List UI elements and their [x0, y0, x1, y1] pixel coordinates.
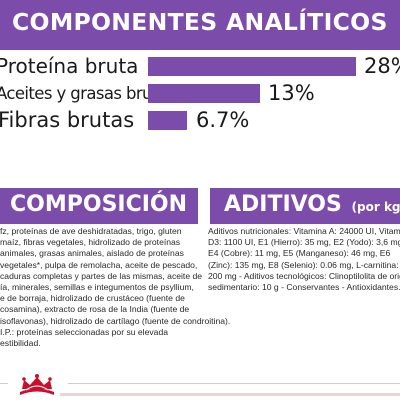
additives-title-wrap: ADITIVOS (por kg) — [224, 192, 400, 217]
fiber-value: 6.7% — [196, 108, 250, 132]
composition-line: I.P.: proteínas seleccionadas por su ele… — [0, 326, 169, 337]
footer-divider — [60, 393, 400, 396]
additives-line: D3: 1100 UI, E1 (Hierro): 35 mg, E2 (Yod… — [208, 237, 400, 248]
additives-text: Aditivos nutricionales: Vitamina A: 2400… — [208, 226, 400, 293]
composition-line: vegetales*, pulpa de remolacha, aceite d… — [0, 259, 198, 270]
royal-canin-crown-logo-icon — [20, 374, 54, 395]
fat-bar — [148, 84, 260, 103]
analysis-title: COMPONENTES ANALÍTICOS — [12, 8, 388, 36]
additives-line: 200 mg - Aditivos tecnológicos: Clinopti… — [208, 270, 400, 281]
protein-value: 28% — [364, 54, 400, 78]
composition-text: fz, proteínas de ave deshidratadas, trig… — [0, 226, 231, 349]
additives-unit: (por kg) — [351, 200, 400, 214]
fat-row: Aceites y grasas brutos 13% — [0, 81, 400, 107]
composition-line: ía, minerales, semillas e integumentos d… — [0, 282, 194, 293]
fiber-row: Fibras brutas 6.7% — [0, 108, 400, 134]
composition-line: e de borraja, hidrolizado de crustáceo (… — [0, 293, 185, 304]
additives-line: E4 (Cobre): 11 mg, E5 (Manganeso): 46 mg… — [208, 248, 391, 259]
additives-line: (Zinc): 135 mg, E8 (Selenio): 0.06 mg, L… — [208, 259, 399, 270]
fat-label: Aceites y grasas brutos — [0, 84, 176, 103]
footer-divider — [68, 383, 400, 384]
additives-banner: ADITIVOS (por kg) — [210, 188, 400, 224]
protein-row: Proteína bruta 28% — [0, 54, 400, 80]
additives-title: ADITIVOS — [224, 192, 342, 217]
composition-banner: COMPOSICIÓN — [0, 188, 198, 224]
footer-divider — [0, 383, 8, 384]
composition-line: estibilidad. — [0, 338, 41, 349]
fiber-label: Fibras brutas — [0, 108, 135, 132]
protein-bar — [148, 57, 356, 76]
composition-title: COMPOSICIÓN — [10, 192, 188, 217]
composition-line: caduras completas y partes de las mismas… — [0, 270, 203, 281]
composition-line: animales, grasas animales, aislado de pr… — [0, 248, 184, 259]
protein-label: Proteína bruta — [0, 54, 139, 78]
fat-value: 13% — [268, 81, 315, 105]
composition-line: fz, proteínas de ave deshidratadas, trig… — [0, 226, 182, 236]
footer — [0, 372, 400, 400]
composition-line: cosamina), extracto de rosa de la India … — [0, 304, 190, 315]
additives-line: sedimentario: 10 g - Conservantes - Anti… — [208, 282, 400, 293]
composition-line: isoflavonas), hidrolizado de cartílago (… — [0, 315, 231, 326]
fiber-bar — [148, 111, 187, 130]
composition-line: maíz, fibras vegetales, hidrolizado de p… — [0, 237, 181, 248]
analysis-title-banner: COMPONENTES ANALÍTICOS — [0, 0, 400, 50]
additives-line: Aditivos nutricionales: Vitamina A: 2400… — [208, 226, 400, 236]
